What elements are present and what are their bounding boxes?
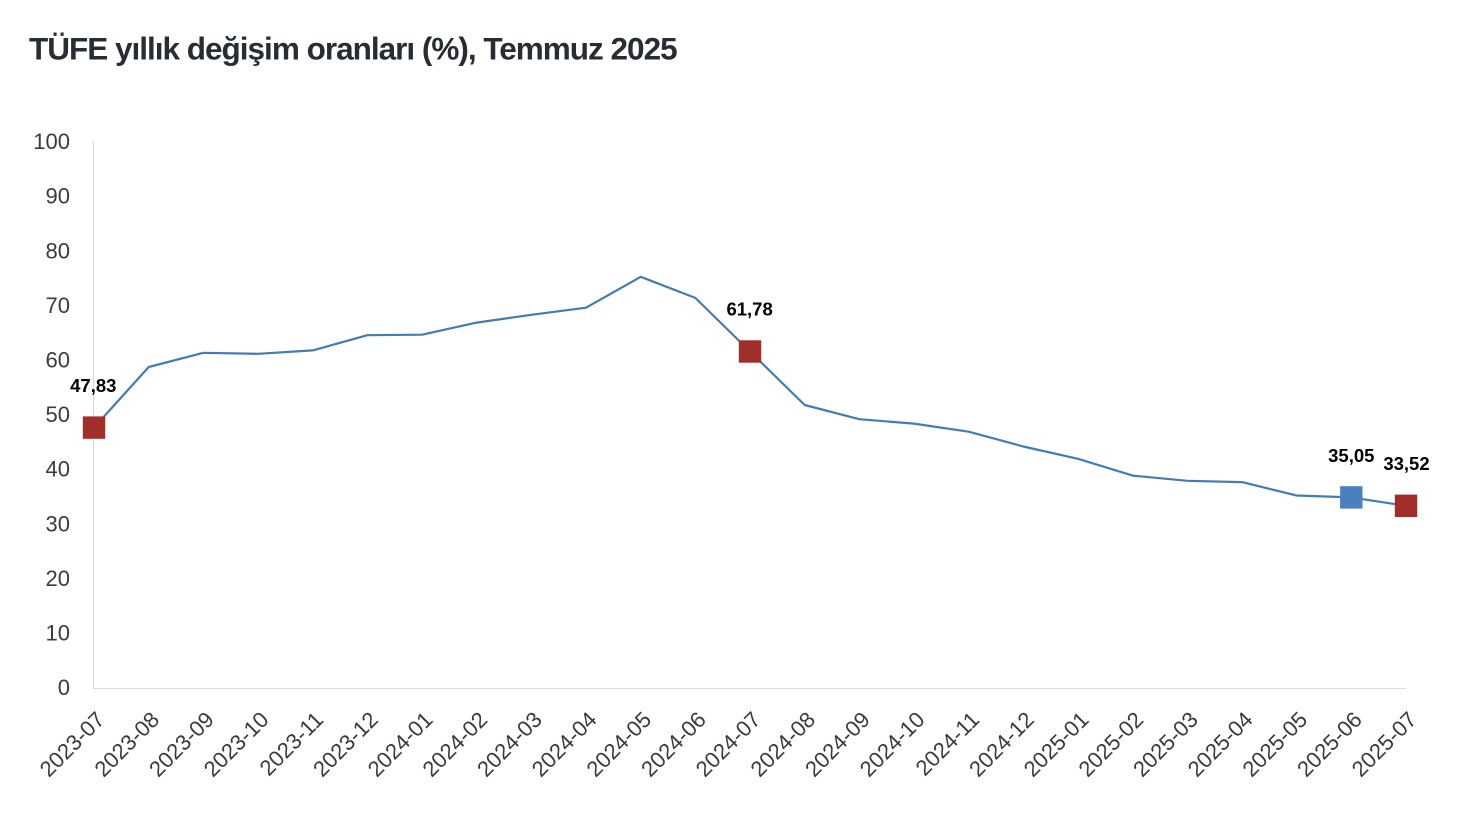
svg-text:0: 0 [58,675,70,700]
svg-text:30: 30 [46,511,70,536]
svg-text:61,78: 61,78 [726,298,772,319]
svg-text:33,52: 33,52 [1383,453,1429,474]
svg-text:20: 20 [46,566,70,591]
svg-text:50: 50 [46,402,70,427]
svg-text:35,05: 35,05 [1328,445,1374,466]
svg-text:90: 90 [46,184,70,209]
svg-text:100: 100 [33,129,70,154]
svg-text:10: 10 [46,621,70,646]
svg-text:47,83: 47,83 [70,375,116,396]
svg-text:80: 80 [46,238,70,263]
svg-text:TÜFE yıllık değişim oranları (: TÜFE yıllık değişim oranları (%), Temmuz… [29,31,677,67]
svg-text:40: 40 [46,457,70,482]
svg-text:60: 60 [46,348,70,373]
svg-text:70: 70 [46,293,70,318]
